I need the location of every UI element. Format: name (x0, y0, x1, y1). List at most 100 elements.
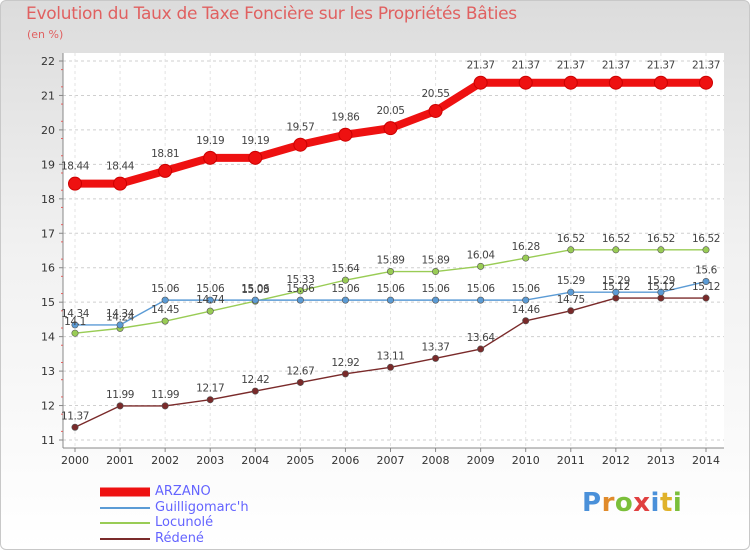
data-point (657, 288, 665, 296)
data-point (657, 246, 665, 254)
x-tick-label: 2011 (557, 454, 585, 467)
data-point (477, 262, 485, 270)
data-label: 16.52 (647, 233, 675, 245)
data-point (477, 296, 485, 304)
data-label: 16.52 (557, 233, 585, 245)
legend-label: Guilligomarc'h (155, 499, 249, 515)
chart-title: Evolution du Taux de Taxe Foncière sur l… (26, 4, 517, 24)
data-point (386, 363, 394, 371)
data-point (158, 163, 173, 178)
x-tick-label: 2008 (422, 454, 450, 467)
data-label: 11.37 (61, 410, 89, 422)
data-point (432, 296, 440, 304)
data-label: 11.99 (151, 389, 179, 401)
data-label: 15.29 (647, 275, 675, 287)
data-label: 14.34 (106, 308, 135, 320)
y-tick-label: 17 (41, 227, 55, 240)
y-tick-label: 13 (41, 365, 55, 378)
data-label: 13.64 (467, 332, 496, 344)
proxiti-logo: Proxiti (582, 488, 682, 518)
data-label: 14.75 (557, 294, 585, 306)
x-tick-label: 2004 (241, 454, 269, 467)
data-point (612, 288, 620, 296)
data-point (296, 296, 304, 304)
data-label: 15.6 (695, 265, 717, 277)
x-tick-label: 2002 (151, 454, 179, 467)
data-point (113, 176, 128, 191)
data-label: 14.1 (64, 316, 86, 328)
y-tick-label: 18 (41, 193, 55, 206)
data-label: 21.37 (692, 60, 720, 72)
data-point (657, 294, 665, 302)
y-tick-label: 14 (41, 331, 55, 344)
data-point (702, 294, 710, 302)
data-label: 15.64 (331, 263, 360, 275)
data-point (473, 75, 488, 90)
data-point (653, 75, 668, 90)
unit-label: (en %) (27, 28, 64, 41)
data-point (341, 276, 349, 284)
y-tick-label: 11 (41, 434, 55, 447)
data-label: 15.12 (647, 281, 675, 293)
logo-letter: t (659, 488, 673, 518)
data-point (251, 296, 259, 304)
data-point (161, 402, 169, 410)
data-point (203, 150, 218, 165)
data-label: 19.19 (241, 135, 269, 147)
data-label: 13.11 (376, 350, 404, 362)
data-point (116, 321, 124, 329)
data-label: 14.24 (106, 311, 135, 323)
data-point (567, 246, 575, 254)
y-tick-label: 19 (41, 158, 55, 171)
y-tick-label: 22 (41, 55, 55, 68)
y-tick-label: 16 (41, 262, 55, 275)
x-tick-label: 2006 (331, 454, 359, 467)
data-point (248, 150, 263, 165)
y-tick-label: 20 (41, 124, 55, 137)
data-point (522, 317, 530, 325)
logo-letter: o (614, 488, 634, 518)
data-point (386, 296, 394, 304)
x-tick-label: 2003 (196, 454, 224, 467)
data-point (477, 345, 485, 353)
data-label: 16.52 (692, 233, 720, 245)
x-tick-label: 2005 (286, 454, 314, 467)
data-label: 21.37 (512, 60, 540, 72)
data-point (71, 329, 79, 337)
data-label: 20.55 (422, 88, 450, 100)
x-tick-label: 2012 (602, 454, 630, 467)
data-label: 19.86 (331, 112, 360, 124)
data-label: 15.03 (241, 284, 269, 296)
data-label: 15.06 (467, 283, 496, 295)
legend-label: Locunolé (155, 515, 214, 530)
data-point (338, 127, 353, 142)
x-tick-label: 2013 (647, 454, 675, 467)
data-label: 15.06 (196, 283, 225, 295)
data-label: 21.37 (647, 60, 675, 72)
data-point (567, 288, 575, 296)
data-label: 16.52 (602, 233, 630, 245)
data-point (702, 246, 710, 254)
data-point (71, 321, 79, 329)
data-point (206, 307, 214, 315)
data-label: 12.67 (286, 365, 314, 377)
data-label: 14.45 (151, 304, 179, 316)
x-tick-label: 2001 (106, 454, 134, 467)
logo-letter: x (633, 488, 651, 518)
data-label: 12.92 (331, 357, 359, 369)
data-point (251, 387, 259, 395)
data-point (383, 121, 398, 136)
data-point (702, 278, 710, 286)
data-point (341, 296, 349, 304)
data-point (699, 75, 713, 90)
data-point (206, 296, 214, 304)
data-label: 15.89 (422, 255, 450, 267)
data-label: 21.37 (467, 60, 495, 72)
data-label: 14.34 (61, 308, 90, 320)
data-label: 15.89 (376, 255, 404, 267)
x-tick-label: 2009 (467, 454, 495, 467)
data-point (567, 307, 575, 315)
data-label: 15.12 (692, 281, 720, 293)
data-label: 12.17 (196, 383, 224, 395)
data-point (206, 396, 214, 404)
